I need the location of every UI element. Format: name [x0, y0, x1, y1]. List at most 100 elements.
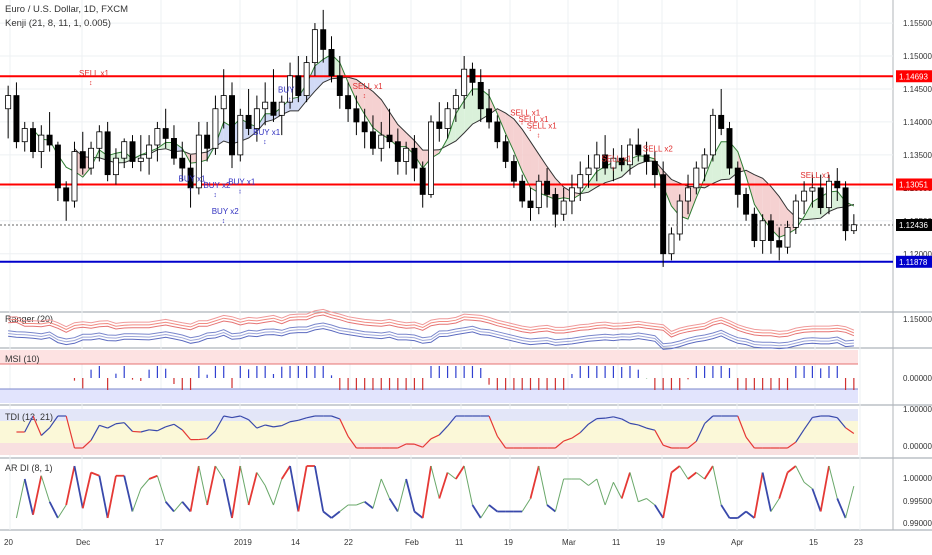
ardi-line-segment	[804, 482, 812, 489]
ardi-line-segment	[821, 466, 829, 512]
candle-body	[719, 115, 724, 128]
signal-arrow: ↕	[288, 96, 292, 103]
candle-body	[221, 96, 226, 109]
ardi-line-segment	[273, 479, 281, 505]
candle-body	[122, 142, 127, 158]
candle-body	[685, 188, 690, 201]
ardi-line-segment	[647, 499, 655, 506]
ardi-line-segment	[108, 476, 116, 518]
candle-body	[445, 109, 450, 129]
ardi-line-segment	[696, 473, 704, 480]
pane-label-tdi: TDI (13, 21)	[5, 412, 53, 422]
tdi-lower-zone	[0, 443, 858, 455]
msi-lower-zone	[0, 389, 858, 403]
candle-body	[296, 76, 301, 96]
candle-body	[155, 129, 160, 145]
candle-body	[470, 69, 475, 82]
ardi-line-segment	[124, 476, 132, 512]
candle-body	[636, 145, 641, 155]
candle-body	[304, 63, 309, 96]
ardi-line-segment	[423, 466, 431, 518]
candle-body	[561, 201, 566, 214]
candle-body	[246, 115, 251, 128]
ardi-line-segment	[50, 502, 58, 518]
ardi-tick-label: 0.99000	[903, 519, 932, 528]
ardi-line-segment	[365, 502, 373, 509]
ardi-tick-label: 0.99500	[903, 497, 932, 506]
candle-body	[428, 122, 433, 195]
price-tick-label: 1.15000	[903, 52, 932, 61]
ardi-line-segment	[141, 479, 149, 489]
ardi-line-segment	[174, 502, 182, 512]
ardi-line-segment	[298, 466, 306, 512]
ardi-line-segment	[721, 505, 729, 518]
signal-arrow: ↕	[653, 156, 657, 163]
ardi-line-segment	[83, 473, 91, 509]
x-tick-label: 22	[344, 538, 353, 547]
signal-label: BUY x1	[253, 128, 281, 137]
x-tick-label: 14	[291, 538, 300, 547]
signal-arrow: ↕	[611, 165, 615, 172]
ardi-line-segment	[249, 473, 257, 506]
ardi-line-segment	[33, 476, 41, 515]
ardi-line-segment	[356, 502, 364, 505]
candle-body	[395, 142, 400, 162]
ardi-line-segment	[133, 489, 141, 512]
ardi-line-segment	[99, 476, 107, 518]
msi-upper-zone	[0, 350, 858, 364]
price-tick-label: 1.13500	[903, 151, 932, 160]
ardi-line-segment	[166, 502, 174, 512]
candle-body	[321, 30, 326, 50]
candle-body	[694, 168, 699, 188]
ardi-line-segment	[25, 479, 33, 515]
x-tick-label: 20	[4, 538, 13, 547]
price-tick-label: 1.14500	[903, 85, 932, 94]
candle-body	[147, 145, 152, 158]
candle-body	[710, 115, 715, 155]
x-tick-label: 15	[809, 538, 818, 547]
candle-body	[163, 129, 168, 139]
candle-body	[337, 76, 342, 96]
candle-body	[387, 135, 392, 142]
candle-body	[661, 175, 666, 254]
tdi-line-segment	[199, 439, 207, 440]
x-tick-label: Feb	[405, 538, 419, 547]
ardi-line-segment	[381, 479, 389, 499]
candle-body	[6, 96, 11, 109]
candle-body	[528, 201, 533, 208]
candle-body	[486, 109, 491, 122]
candle-body	[768, 221, 773, 241]
ardi-line-segment	[199, 466, 207, 505]
candle-body	[72, 152, 77, 201]
price-tick-label: 1.14000	[903, 118, 932, 127]
candle-body	[536, 181, 541, 207]
ardi-line-segment	[746, 512, 754, 519]
ardi-line-segment	[332, 512, 340, 519]
ardi-line-segment	[779, 473, 787, 499]
ardi-line-segment	[846, 486, 854, 518]
candle-body	[171, 138, 176, 158]
ardi-line-segment	[688, 473, 696, 480]
candle-body	[702, 155, 707, 168]
candle-body	[14, 96, 19, 142]
candle-body	[545, 181, 550, 194]
x-tick-label: 11	[455, 538, 464, 547]
candle-body	[553, 194, 558, 214]
ardi-line-segment	[265, 486, 273, 506]
ardi-line-segment	[680, 466, 688, 479]
candle-body	[586, 168, 591, 175]
signal-label: SELL x1	[800, 171, 830, 180]
x-tick-label: Mar	[562, 538, 576, 547]
signal-label: BUY x2	[212, 207, 240, 216]
candle-body	[677, 201, 682, 234]
signal-arrow: ↕	[263, 139, 267, 146]
ardi-line-segment	[414, 512, 422, 519]
ardi-line-segment	[547, 505, 555, 512]
candle-body	[578, 175, 583, 188]
tdi-tick-label: 0.00000	[903, 442, 932, 451]
ardi-line-segment	[282, 466, 290, 479]
ardi-line-segment	[448, 473, 456, 480]
candle-body	[843, 188, 848, 231]
